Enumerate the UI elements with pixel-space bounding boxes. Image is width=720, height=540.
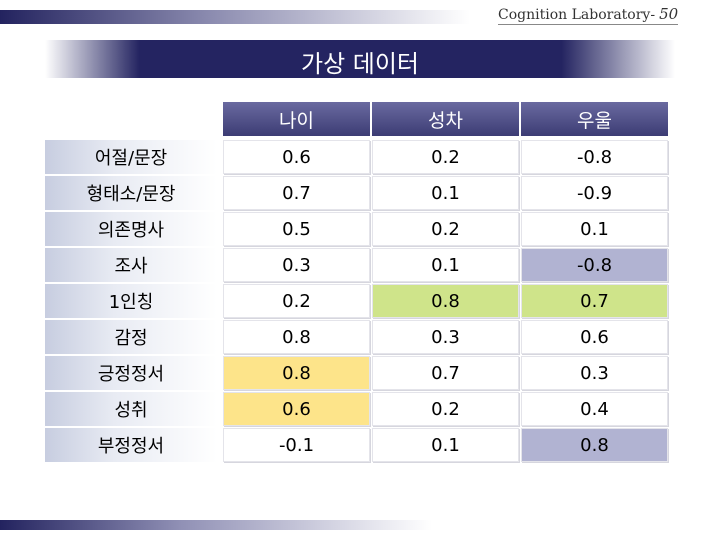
row-label: 조사 xyxy=(45,248,217,282)
table-cell: -0.1 xyxy=(223,428,370,462)
table-cell: 0.2 xyxy=(223,284,370,318)
row-label: 성취 xyxy=(45,392,217,426)
table-cell: 0.6 xyxy=(521,320,668,354)
table-cell: 0.6 xyxy=(223,140,370,174)
table-cell: 0.3 xyxy=(521,356,668,390)
table-cell: 0.8 xyxy=(521,428,668,462)
top-decor-bar xyxy=(0,10,470,24)
header-rule xyxy=(498,24,678,25)
bottom-decor-bar xyxy=(0,520,720,530)
slide-title: 가상 데이터 xyxy=(300,50,420,78)
table-cell: 0.7 xyxy=(223,176,370,210)
table-cell: 0.8 xyxy=(223,356,370,390)
title-bar xyxy=(45,40,675,78)
column-header: 나이 xyxy=(223,102,370,136)
row-label: 의존명사 xyxy=(45,212,217,246)
column-header: 성차 xyxy=(372,102,519,136)
row-label: 형태소/문장 xyxy=(45,176,217,210)
table-cell: -0.8 xyxy=(521,248,668,282)
table-cell: 0.2 xyxy=(372,392,519,426)
column-header: 우울 xyxy=(521,102,668,136)
table-cell: 0.2 xyxy=(372,140,519,174)
table-cell: 0.1 xyxy=(521,212,668,246)
table-cell: 0.7 xyxy=(372,356,519,390)
page-header: Cognition Laboratory- 50 xyxy=(498,5,678,23)
table-cell: 0.8 xyxy=(372,284,519,318)
table-cell: 0.5 xyxy=(223,212,370,246)
page-number: 50 xyxy=(659,5,679,23)
header-label: Cognition Laboratory- xyxy=(498,7,656,23)
table-cell: 0.3 xyxy=(372,320,519,354)
table-cell: 0.7 xyxy=(521,284,668,318)
table-cell: 0.4 xyxy=(521,392,668,426)
row-label: 어절/문장 xyxy=(45,140,217,174)
table-cell: 0.8 xyxy=(223,320,370,354)
row-label: 1인칭 xyxy=(45,284,217,318)
table-cell: 0.1 xyxy=(372,428,519,462)
row-label: 부정정서 xyxy=(45,428,217,462)
table-cell: 0.1 xyxy=(372,176,519,210)
table-cell: 0.6 xyxy=(223,392,370,426)
row-label: 감정 xyxy=(45,320,217,354)
table-cell: 0.1 xyxy=(372,248,519,282)
row-label: 긍정정서 xyxy=(45,356,217,390)
table-cell: 0.2 xyxy=(372,212,519,246)
table-cell: 0.3 xyxy=(223,248,370,282)
table-cell: -0.9 xyxy=(521,176,668,210)
table-cell: -0.8 xyxy=(521,140,668,174)
